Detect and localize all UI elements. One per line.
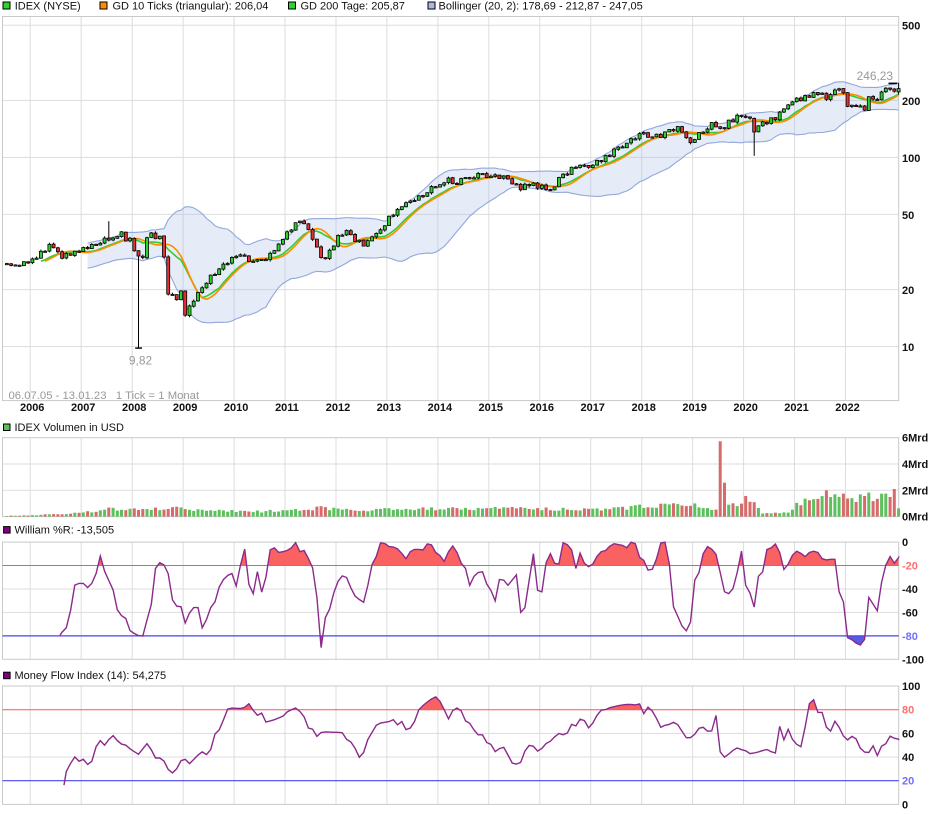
svg-text:2006: 2006 [20, 402, 44, 414]
svg-text:-100: -100 [902, 654, 924, 666]
svg-text:2021: 2021 [784, 402, 808, 414]
svg-text:IDEX Volumen in USD: IDEX Volumen in USD [15, 422, 124, 434]
svg-text:Money Flow Index (14): 54,275: Money Flow Index (14): 54,275 [15, 670, 167, 682]
svg-text:2014: 2014 [428, 402, 453, 414]
svg-text:Bollinger (20, 2): 178,69 - 21: Bollinger (20, 2): 178,69 - 212,87 - 247… [439, 1, 643, 13]
svg-text:100: 100 [902, 681, 920, 693]
svg-text:2012: 2012 [326, 402, 350, 414]
svg-text:0Mrd: 0Mrd [902, 512, 928, 524]
svg-text:2008: 2008 [122, 402, 146, 414]
svg-text:2Mrd: 2Mrd [902, 485, 928, 497]
svg-text:2018: 2018 [631, 402, 655, 414]
svg-text:20: 20 [902, 285, 914, 297]
svg-text:06.07.05 - 13.01.23 1 Tick =: 06.07.05 - 13.01.23 1 Tick = 1 Monat [9, 390, 200, 402]
svg-text:200: 200 [902, 96, 920, 108]
svg-text:4Mrd: 4Mrd [902, 459, 928, 471]
svg-text:100: 100 [902, 153, 920, 165]
svg-text:0: 0 [902, 537, 908, 549]
svg-text:GD 200 Tage: 205,87: GD 200 Tage: 205,87 [301, 1, 405, 13]
svg-text:GD 10 Ticks (triangular): 206,: GD 10 Ticks (triangular): 206,04 [113, 1, 269, 13]
svg-text:-80: -80 [902, 631, 918, 643]
svg-text:10: 10 [902, 342, 914, 354]
svg-text:-60: -60 [902, 607, 918, 619]
svg-text:9,82: 9,82 [129, 354, 153, 368]
svg-text:2022: 2022 [835, 402, 859, 414]
svg-text:246,23: 246,23 [857, 69, 894, 83]
svg-text:2013: 2013 [377, 402, 401, 414]
svg-text:60: 60 [902, 728, 914, 740]
svg-text:50: 50 [902, 210, 914, 222]
svg-text:2009: 2009 [173, 402, 197, 414]
svg-text:500: 500 [902, 21, 920, 33]
svg-text:2017: 2017 [580, 402, 604, 414]
svg-text:20: 20 [902, 776, 914, 788]
svg-text:0: 0 [902, 799, 908, 811]
svg-text:William %R: -13,505: William %R: -13,505 [15, 525, 115, 537]
svg-text:80: 80 [902, 705, 914, 717]
svg-text:40: 40 [902, 752, 914, 764]
svg-text:-20: -20 [902, 561, 918, 573]
svg-text:2020: 2020 [733, 402, 757, 414]
svg-text:2016: 2016 [530, 402, 554, 414]
svg-text:2010: 2010 [224, 402, 248, 414]
svg-text:2015: 2015 [479, 402, 503, 414]
svg-text:-40: -40 [902, 584, 918, 596]
svg-text:2007: 2007 [71, 402, 95, 414]
svg-text:IDEX (NYSE): IDEX (NYSE) [15, 1, 81, 13]
svg-text:6Mrd: 6Mrd [902, 433, 928, 445]
svg-text:2019: 2019 [682, 402, 706, 414]
svg-text:2011: 2011 [275, 402, 299, 414]
